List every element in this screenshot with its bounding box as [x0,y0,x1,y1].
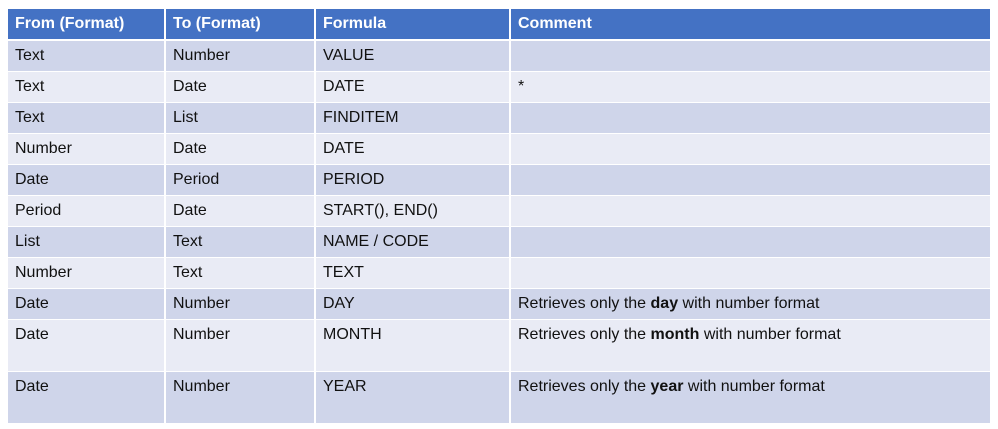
cell-comment [510,164,992,196]
cell-to: Date [165,195,316,227]
cell-to: Date [165,133,316,165]
cell-from: Date [8,371,166,424]
cell-comment [510,195,992,227]
cell-comment [510,102,992,134]
cell-to: Number [165,288,316,320]
cell-to: Number [165,371,316,424]
comment-bold: year [650,378,684,395]
cell-formula: FINDITEM [315,102,511,134]
table-row: Text List FINDITEM [8,102,992,134]
cell-comment: Retrieves only the day with number forma… [510,288,992,320]
comment-pre: Retrieves only the [518,326,651,343]
table-row: Text Number VALUE [8,40,992,72]
cell-comment [510,257,992,289]
header-formula: Formula [315,9,511,41]
table-row: Date Number YEAR Retrieves only the year wi… [8,371,992,424]
cell-comment: Retrieves only the month with number for… [510,319,992,372]
cell-comment: Retrieves only the year with number form… [510,371,992,424]
table-row: Date Number MONTH Retrieves only the month … [8,319,992,372]
cell-to: Text [165,257,316,289]
cell-formula: MONTH [315,319,511,372]
cell-comment [510,133,992,165]
cell-comment: * [510,71,992,103]
cell-from: Date [8,319,166,372]
comment-post: with number format [699,326,841,343]
cell-to: Text [165,226,316,258]
cell-formula: TEXT [315,257,511,289]
format-conversion-table: From (Format) To (Format) Formula Commen… [8,9,992,424]
cell-from: Date [8,288,166,320]
cell-to: Period [165,164,316,196]
table-row: List Text NAME / CODE [8,226,992,258]
cell-to: Date [165,71,316,103]
cell-comment [510,40,992,72]
cell-formula: DAY [315,288,511,320]
cell-formula: DATE [315,71,511,103]
cell-formula: PERIOD [315,164,511,196]
comment-pre: * [518,78,525,95]
table-row: Date Number DAY Retrieves only the day with… [8,288,992,320]
cell-to: Number [165,40,316,72]
header-to: To (Format) [165,9,316,41]
cell-from: Date [8,164,166,196]
header-comment: Comment [510,9,992,41]
comment-pre: Retrieves only the [518,295,651,312]
table-row: Number Text TEXT [8,257,992,289]
table-row: Number Date DATE [8,133,992,165]
cell-from: Number [8,133,166,165]
cell-from: Text [8,40,166,72]
comment-bold: day [650,295,679,312]
cell-from: Number [8,257,166,289]
cell-formula: VALUE [315,40,511,72]
cell-to: Number [165,319,316,372]
cell-from: Period [8,195,166,227]
cell-formula: DATE [315,133,511,165]
cell-formula: YEAR [315,371,511,424]
table-row: Text Date DATE * [8,71,992,103]
cell-from: List [8,226,166,258]
cell-formula: START(), END() [315,195,511,227]
cell-from: Text [8,102,166,134]
table-row: Date Period PERIOD [8,164,992,196]
cell-to: List [165,102,316,134]
cell-from: Text [8,71,166,103]
cell-comment [510,226,992,258]
comment-post: with number format [683,378,825,395]
comment-pre: Retrieves only the [518,378,651,395]
comment-post: with number format [678,295,820,312]
header-row: From (Format) To (Format) Formula Commen… [8,9,992,41]
cell-formula: NAME / CODE [315,226,511,258]
comment-bold: month [650,326,700,343]
header-from: From (Format) [8,9,166,41]
table-row: Period Date START(), END() [8,195,992,227]
